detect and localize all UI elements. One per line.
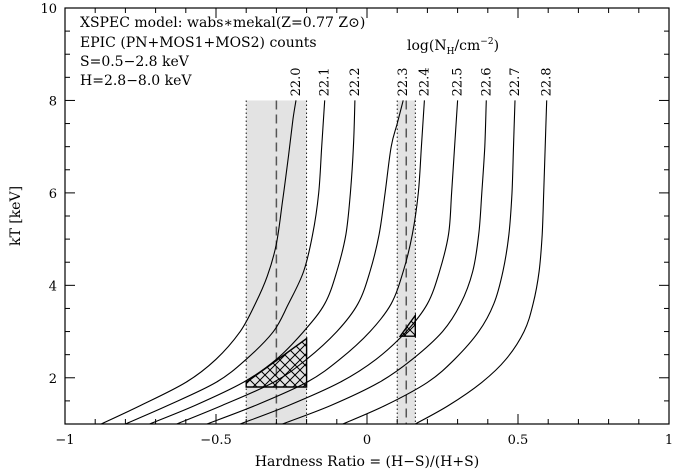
nh-curve-label-22.3: 22.3 <box>396 67 411 96</box>
nh-curve-label-22.6: 22.6 <box>479 67 494 96</box>
nh-curve-labels: 22.0 22.1 22.2 22.3 22.4 22.5 22.6 22.7 22.8 <box>289 67 555 96</box>
plot-frame <box>64 7 670 425</box>
hatched-region-1 <box>398 313 416 337</box>
nh-curve-22.1 <box>125 100 326 424</box>
x-tick-label: −0.5 <box>200 433 232 448</box>
nh-curve-22.0 <box>100 100 297 424</box>
nh-curve-22.4 <box>206 100 425 424</box>
y-tick-label: 8 <box>49 94 57 109</box>
curve-family-label-mid: /cm <box>454 38 480 54</box>
y-axis-title: kT [keV] <box>8 186 24 246</box>
y-tick-label: 10 <box>40 2 57 17</box>
y-tick-label: 4 <box>49 279 57 294</box>
hatched-regions <box>245 313 416 388</box>
y-tick-label: 2 <box>49 372 57 387</box>
curve-family-label-post: ) <box>494 38 499 54</box>
nh-curve-22.8 <box>415 100 548 424</box>
nh-curve-label-22.2: 22.2 <box>348 67 363 96</box>
nh-curve-label-22.1: 22.1 <box>318 67 333 96</box>
axis-ticks <box>64 7 670 425</box>
nh-curve-label-22.5: 22.5 <box>451 67 466 96</box>
nh-curve-label-22.4: 22.4 <box>417 67 432 96</box>
nh-curve-22.7 <box>342 100 516 424</box>
curve-family-label-sup: −2 <box>480 37 493 47</box>
nh-curves <box>100 100 548 424</box>
x-axis-title: Hardness Ratio = (H−S)/(H+S) <box>255 454 479 470</box>
annotation-hard-band: H=2.8−8.0 keV <box>80 73 192 89</box>
nh-curve-label-22.7: 22.7 <box>508 67 523 96</box>
x-tick-label: −1 <box>55 433 74 448</box>
nh-curve-label-22.0: 22.0 <box>289 67 304 96</box>
x-tick-label: 1 <box>665 433 673 448</box>
axis-tick-labels: −1 −0.5 0 0.5 1 2 4 6 8 10 <box>40 2 673 448</box>
curve-family-label: log(NH/cm−2) <box>407 37 499 57</box>
y-tick-label: 6 <box>49 187 57 202</box>
annotation-counts: EPIC (PN+MOS1+MOS2) counts <box>80 35 317 51</box>
annotation-soft-band: S=0.5−2.8 keV <box>80 54 190 70</box>
hatched-region-0 <box>245 337 308 388</box>
x-tick-label: 0 <box>363 433 371 448</box>
curve-family-label-sub: H <box>447 47 455 57</box>
curve-family-label-pre: log(N <box>407 38 447 54</box>
nh-curve-label-22.8: 22.8 <box>540 67 555 96</box>
x-tick-label: 0.5 <box>508 433 529 448</box>
nh-curve-22.2 <box>149 100 356 424</box>
nh-curve-22.6 <box>282 100 487 424</box>
model-annotations: XSPEC model: wabs∗mekal(Z=0.77 Z⊙) EPIC … <box>80 15 365 89</box>
annotation-model: XSPEC model: wabs∗mekal(Z=0.77 Z⊙) <box>80 15 365 31</box>
nh-curve-22.5 <box>240 100 459 424</box>
